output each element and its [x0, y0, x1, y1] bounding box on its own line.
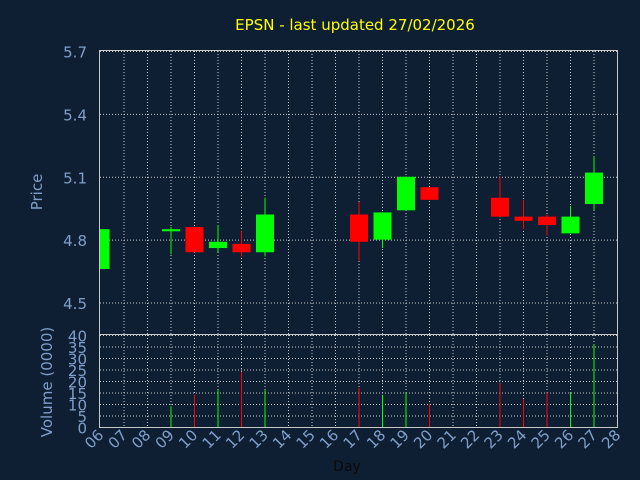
day-tick-labels: 0607080910111213141516171819202122232425…: [81, 426, 624, 452]
volume-tick-label: 5: [77, 408, 87, 426]
day-tick-label: 14: [269, 426, 295, 452]
candle-body: [232, 243, 251, 253]
day-tick-label: 16: [316, 426, 342, 452]
candle-body: [209, 241, 227, 249]
candle-25: [538, 214, 556, 236]
volume-tick-label: 30: [68, 351, 87, 369]
day-tick-label: 15: [293, 426, 319, 452]
day-tick-label: 21: [434, 426, 460, 452]
price-tick-labels: 4.5 4.8 5.1 5.4 5.7: [63, 44, 87, 314]
day-tick-label: 07: [105, 426, 131, 452]
day-tick-label: 20: [410, 426, 436, 452]
day-tick-label: 18: [363, 426, 389, 452]
candle-24: [514, 199, 533, 230]
day-tick-label: 28: [598, 426, 624, 452]
candle-23: [491, 176, 509, 217]
day-tick-label: 12: [222, 426, 248, 452]
day-tick-label: 26: [551, 426, 577, 452]
day-tick-label: 10: [175, 426, 201, 452]
price-tick-label: 5.7: [63, 44, 87, 62]
candle-body: [162, 229, 180, 232]
candle-body: [256, 214, 274, 253]
day-tick-label: 11: [199, 426, 225, 452]
candle-10: [185, 227, 204, 253]
volume-plot-frame: [99, 334, 618, 428]
candle-09: [162, 227, 180, 255]
day-tick-label: 08: [128, 426, 154, 452]
candle-body: [491, 197, 509, 217]
candle-20: [420, 187, 439, 200]
candle-body: [420, 187, 439, 200]
candle-18: [373, 212, 392, 249]
volume-tick-label: 10: [68, 397, 87, 415]
candle-11: [209, 224, 227, 253]
volume-bars: [170, 344, 595, 427]
price-grid: [100, 51, 617, 334]
day-tick-label: 22: [457, 426, 483, 452]
day-axis-label: Day: [333, 459, 361, 475]
day-tick-label: 23: [481, 426, 507, 452]
candle-body: [185, 227, 204, 253]
candle-27: [585, 155, 603, 211]
day-tick-label: 09: [152, 426, 178, 452]
day-tick-label: 19: [387, 426, 413, 452]
candle-06: [100, 229, 110, 270]
volume-tick-label: 40: [68, 328, 87, 346]
candle-19: [397, 176, 415, 211]
price-tick-label: 4.8: [63, 232, 87, 250]
candle-body: [561, 216, 580, 234]
day-tick-label: 24: [504, 426, 530, 452]
candle-body: [350, 214, 368, 242]
candle-26: [561, 206, 580, 234]
day-tick-label: 17: [340, 426, 366, 452]
volume-tick-label: 35: [68, 339, 87, 357]
candle-12: [232, 231, 251, 257]
candle-body: [100, 229, 110, 270]
volume-tick-label: 25: [68, 362, 87, 380]
candle-body: [514, 216, 533, 221]
volume-tick-label: 0: [77, 420, 87, 438]
price-tick-label: 5.4: [63, 106, 87, 124]
volume-axis-label: Volume (0000): [38, 327, 56, 437]
day-tick-label: 13: [246, 426, 272, 452]
candle-17: [350, 201, 368, 261]
day-tick-label: 27: [575, 426, 601, 452]
price-candles: [100, 155, 603, 270]
volume-tick-label: 20: [68, 374, 87, 392]
candle-body: [538, 216, 556, 225]
candle-body: [585, 172, 603, 205]
day-tick-label: 25: [528, 426, 554, 452]
price-tick-label: 4.5: [63, 295, 87, 313]
candle-body: [373, 212, 392, 240]
chart-title: EPSN - last updated 27/02/2026: [235, 16, 475, 34]
candle-13: [256, 197, 274, 257]
candle-body: [397, 176, 415, 211]
price-axis-label: Price: [28, 174, 46, 211]
volume-tick-label: 15: [68, 385, 87, 403]
price-tick-label: 5.1: [63, 169, 87, 187]
